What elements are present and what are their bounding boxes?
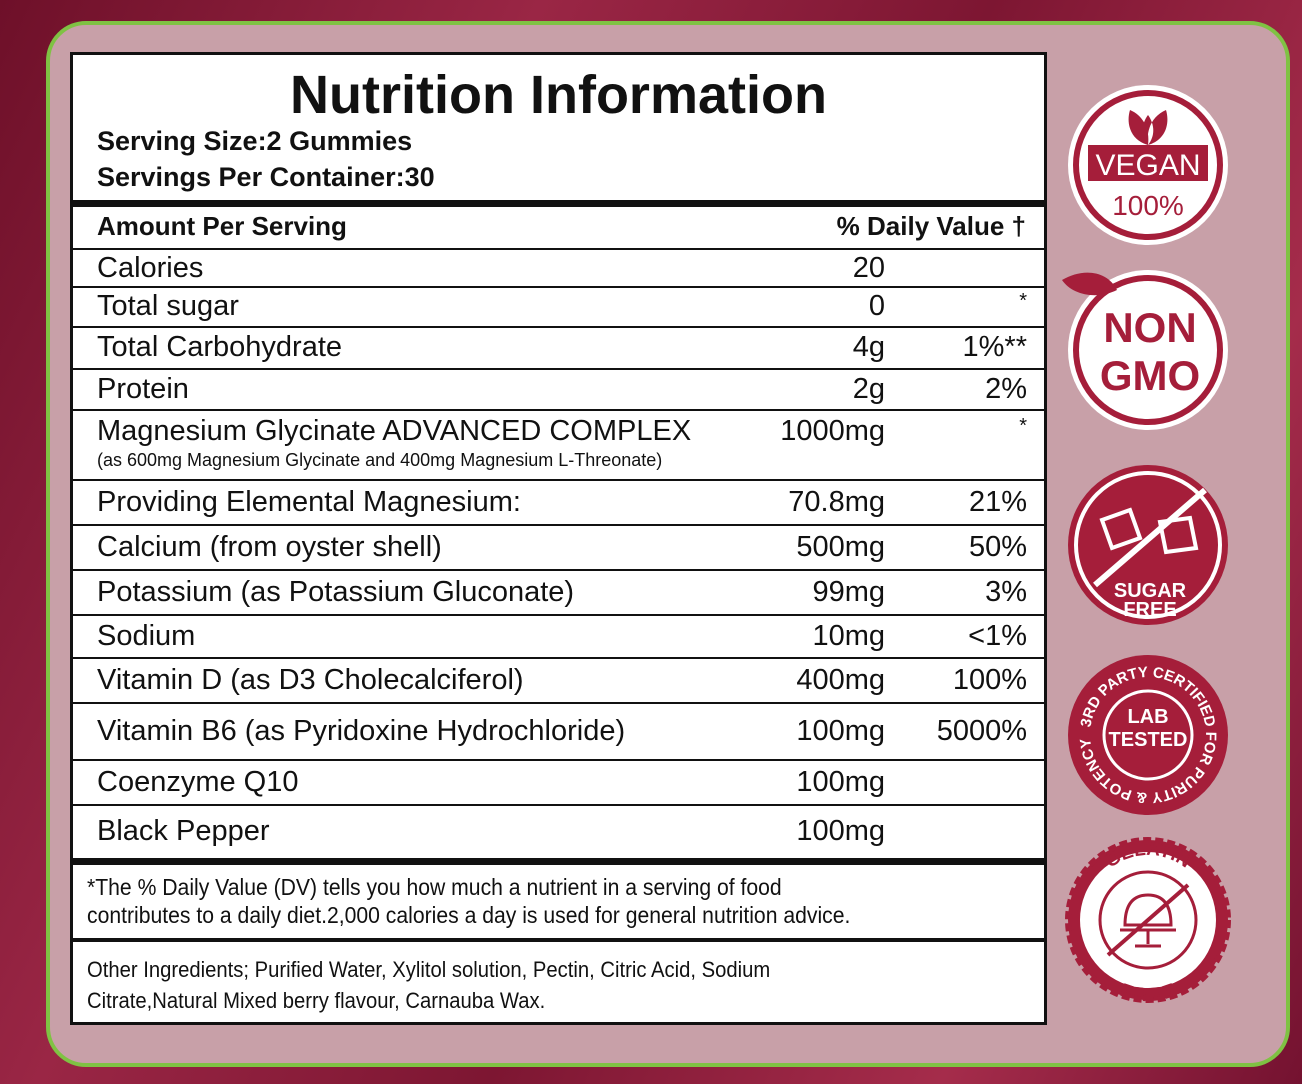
badge-text: 100% bbox=[1112, 190, 1184, 221]
row-amount: 4g bbox=[852, 331, 885, 363]
rule bbox=[73, 286, 1044, 288]
row-name: Vitamin D (as D3 Cholecalciferol) bbox=[97, 663, 524, 696]
row-name: Total sugar bbox=[97, 290, 239, 322]
row-amount: 100mg bbox=[796, 765, 885, 798]
rule bbox=[73, 702, 1044, 704]
row-amount: 10mg bbox=[812, 619, 885, 652]
row-name: Magnesium Glycinate ADVANCED COMPLEX bbox=[97, 415, 692, 447]
nutrition-panel: Nutrition Information Serving Size:2 Gumm… bbox=[70, 52, 1047, 1025]
badge-non-gmo bbox=[1068, 270, 1228, 430]
row-name: Calcium (from oyster shell) bbox=[97, 530, 442, 563]
row-amount: 2g bbox=[852, 372, 885, 405]
rule bbox=[73, 368, 1044, 370]
badge-text: NON bbox=[1103, 304, 1196, 351]
title: Nutrition Information bbox=[290, 65, 827, 125]
row-amount: 100mg bbox=[796, 814, 885, 847]
column-header: % Daily Value † bbox=[836, 211, 1026, 241]
rule bbox=[73, 657, 1044, 659]
rule bbox=[73, 524, 1044, 526]
row-dv: 5000% bbox=[936, 714, 1027, 747]
footnote: contributes to a daily diet.2,000 calori… bbox=[87, 902, 851, 928]
servings-per-container: Servings Per Container:30 bbox=[97, 162, 435, 192]
badges: VEGAN 100% NON GMO SUGAR FREE 3RD PARTY … bbox=[1062, 85, 1231, 1006]
badge-text: GMO bbox=[1100, 352, 1200, 399]
row-name: Sodium bbox=[97, 619, 196, 652]
row-dv: 50% bbox=[968, 530, 1027, 563]
rule bbox=[73, 614, 1044, 616]
rule bbox=[73, 569, 1044, 571]
badge-text: VEGAN bbox=[1095, 149, 1200, 182]
rule bbox=[73, 326, 1044, 328]
row-name: Coenzyme Q10 bbox=[97, 765, 299, 798]
row-name: Black Pepper bbox=[97, 814, 270, 847]
rule bbox=[73, 409, 1044, 411]
row-amount: 500mg bbox=[796, 530, 885, 563]
ingredients: Other Ingredients; Purified Water, Xylit… bbox=[87, 957, 771, 982]
row-dv: 21% bbox=[968, 485, 1027, 518]
row-amount: 99mg bbox=[812, 575, 885, 608]
badge-text: SUGAR bbox=[1114, 580, 1187, 602]
row-dv: 100% bbox=[952, 663, 1027, 696]
badge-text: TESTED bbox=[1109, 729, 1188, 751]
rule bbox=[73, 804, 1044, 806]
rule bbox=[73, 759, 1044, 761]
row-name: Providing Elemental Magnesium: bbox=[97, 485, 521, 518]
row-amount: 20 bbox=[852, 251, 885, 284]
serving-size: Serving Size:2 Gummies bbox=[97, 126, 413, 156]
row-amount: 400mg bbox=[796, 663, 885, 696]
rule bbox=[73, 479, 1044, 481]
row-name: Total Carbohydrate bbox=[97, 331, 343, 363]
footnote: *The % Daily Value (DV) tells you how mu… bbox=[87, 874, 782, 900]
row-amount: 70.8mg bbox=[788, 485, 885, 518]
row-name: Calories bbox=[97, 251, 204, 284]
row-name: Protein bbox=[97, 372, 189, 405]
row-dv: * bbox=[1019, 415, 1027, 437]
row-dv: <1% bbox=[968, 619, 1027, 652]
rule bbox=[73, 200, 1044, 207]
rule bbox=[73, 858, 1044, 865]
row-dv: 2% bbox=[985, 372, 1027, 405]
badge-lab-tested bbox=[1068, 655, 1228, 815]
row-name: Vitamin B6 (as Pyridoxine Hydrochloride) bbox=[97, 714, 626, 747]
rule bbox=[73, 938, 1044, 942]
row-amount: 0 bbox=[868, 290, 885, 322]
row-amount: 1000mg bbox=[780, 415, 885, 447]
rule bbox=[73, 248, 1044, 250]
row-dv: 1%** bbox=[962, 331, 1028, 363]
badge-text: FREE bbox=[1123, 599, 1176, 621]
ingredients: Citrate,Natural Mixed berry flavour, Car… bbox=[87, 988, 546, 1013]
badge-text: LAB bbox=[1127, 706, 1168, 728]
row-dv: 3% bbox=[985, 575, 1027, 608]
row-amount: 100mg bbox=[796, 714, 885, 747]
row-dv: * bbox=[1019, 290, 1027, 312]
column-header: Amount Per Serving bbox=[97, 211, 347, 241]
row-name: Potassium (as Potassium Gluconate) bbox=[97, 575, 575, 608]
row-note: (as 600mg Magnesium Glycinate and 400mg … bbox=[97, 450, 663, 470]
